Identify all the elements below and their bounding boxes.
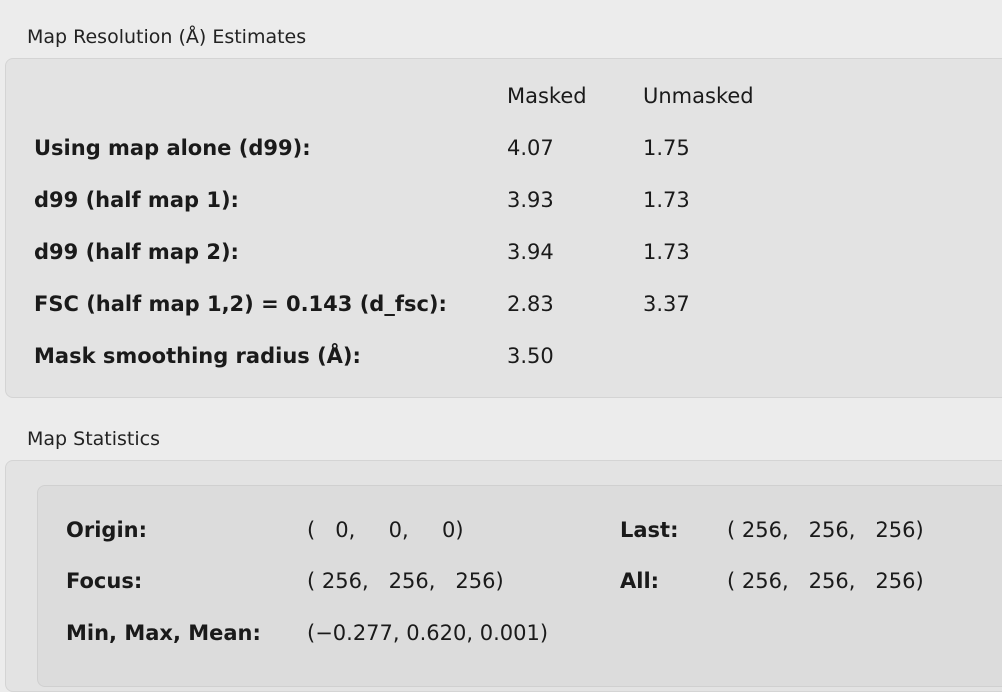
masked-value: 3.50	[507, 344, 554, 368]
row-label: Mask smoothing radius (Å):	[34, 344, 361, 368]
all-label: All:	[620, 569, 660, 593]
row-label: Using map alone (d99):	[34, 136, 311, 160]
masked-value: 3.94	[507, 240, 554, 264]
focus-label: Focus:	[66, 569, 143, 593]
masked-value: 3.93	[507, 188, 554, 212]
unmasked-value: 3.37	[643, 292, 690, 316]
row-label: d99 (half map 2):	[34, 240, 239, 264]
statistics-section-title: Map Statistics	[27, 428, 160, 450]
origin-label: Origin:	[66, 518, 147, 542]
last-label: Last:	[620, 518, 679, 542]
origin-value: ( 0, 0, 0)	[307, 518, 464, 542]
last-value: ( 256, 256, 256)	[727, 518, 924, 542]
statistics-inner-box	[37, 485, 1002, 687]
unmasked-value: 1.73	[643, 240, 690, 264]
column-header-masked: Masked	[507, 84, 587, 108]
row-label: FSC (half map 1,2) = 0.143 (d_fsc):	[34, 292, 447, 316]
masked-value: 4.07	[507, 136, 554, 160]
masked-value: 2.83	[507, 292, 554, 316]
unmasked-value: 1.73	[643, 188, 690, 212]
column-header-unmasked: Unmasked	[643, 84, 754, 108]
unmasked-value: 1.75	[643, 136, 690, 160]
all-value: ( 256, 256, 256)	[727, 569, 924, 593]
resolution-section-title: Map Resolution (Å) Estimates	[27, 26, 307, 48]
focus-value: ( 256, 256, 256)	[307, 569, 504, 593]
min-max-mean-value: (−0.277, 0.620, 0.001)	[307, 621, 549, 645]
row-label: d99 (half map 1):	[34, 188, 239, 212]
resolution-group-box	[5, 58, 1002, 398]
min-max-mean-label: Min, Max, Mean:	[66, 621, 261, 645]
